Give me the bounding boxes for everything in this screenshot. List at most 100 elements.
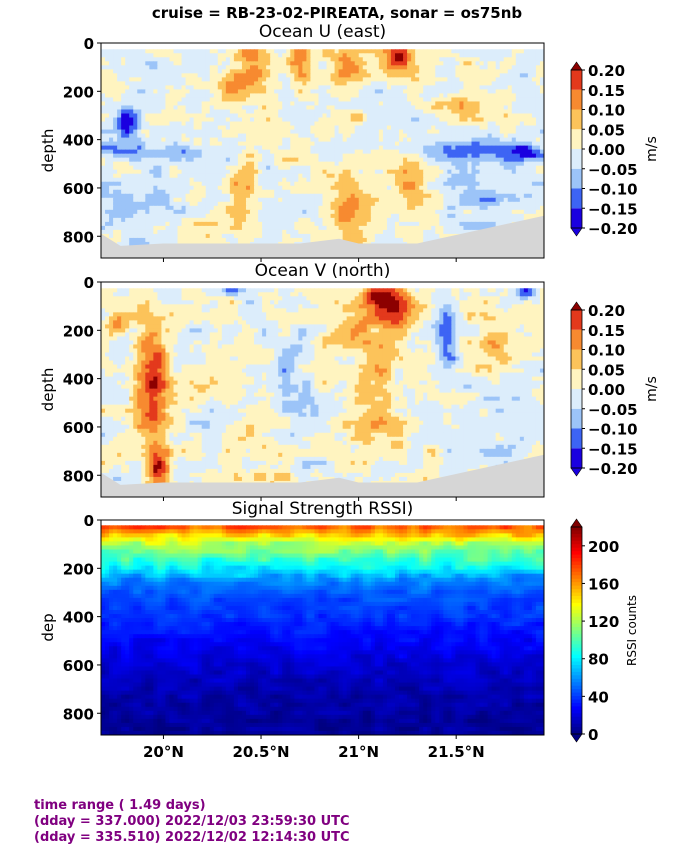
- heatmap-cell: [161, 89, 167, 95]
- heatmap-cell: [419, 81, 424, 86]
- heatmap-cell: [266, 117, 271, 123]
- heatmap-cell: [205, 197, 211, 203]
- heatmap-cell: [201, 117, 207, 123]
- heatmap-cell: [358, 225, 364, 231]
- heatmap-cell: [338, 141, 344, 147]
- heatmap-cell: [245, 193, 251, 199]
- heatmap-cell: [209, 161, 215, 167]
- heatmap-cell: [314, 145, 320, 151]
- heatmap-cell: [258, 201, 263, 207]
- heatmap-cell: [499, 205, 505, 211]
- heatmap-cell: [342, 69, 348, 74]
- heatmap-cell: [225, 165, 231, 171]
- heatmap-cell: [362, 145, 368, 151]
- heatmap-cell: [169, 205, 175, 211]
- heatmap-cell: [109, 181, 114, 187]
- heatmap-cell: [423, 169, 428, 175]
- heatmap-cell: [278, 105, 283, 111]
- heatmap-cell: [209, 101, 215, 107]
- heatmap-cell: [173, 77, 179, 82]
- heatmap-cell: [290, 153, 295, 159]
- heatmap-cell: [121, 109, 126, 115]
- heatmap-cell: [185, 101, 191, 107]
- heatmap-cell: [338, 197, 344, 203]
- heatmap-cell: [407, 197, 412, 203]
- heatmap-cell: [298, 181, 303, 187]
- heatmap-cell: [475, 169, 481, 175]
- heatmap-cell: [346, 105, 352, 111]
- heatmap-cell: [531, 109, 537, 115]
- heatmap-cell: [362, 121, 368, 127]
- heatmap-cell: [491, 117, 497, 123]
- heatmap-cell: [519, 53, 525, 58]
- heatmap-cell: [266, 121, 271, 127]
- heatmap-cell: [531, 101, 537, 107]
- heatmap-cell: [241, 165, 247, 171]
- heatmap-cell: [169, 89, 175, 95]
- heatmap-cell: [109, 205, 114, 211]
- heatmap-cell: [225, 53, 231, 58]
- heatmap-cell: [354, 177, 360, 183]
- heatmap-cell: [314, 85, 320, 91]
- heatmap-cell: [262, 121, 267, 127]
- heatmap-cell: [221, 161, 227, 167]
- heatmap-cell: [499, 101, 505, 107]
- heatmap-cell: [523, 201, 529, 207]
- heatmap-cell: [213, 89, 219, 95]
- heatmap-cell: [193, 141, 199, 147]
- heatmap-cell: [241, 181, 247, 187]
- heatmap-cell: [165, 53, 171, 58]
- heatmap-cell: [431, 113, 436, 119]
- heatmap-cell: [399, 201, 404, 207]
- heatmap-cell: [491, 161, 497, 167]
- heatmap-cell: [411, 69, 416, 74]
- heatmap-cell: [217, 89, 223, 95]
- heatmap-cell: [241, 177, 247, 183]
- heatmap-cell: [487, 165, 493, 171]
- heatmap-cell: [129, 49, 134, 54]
- heatmap-cell: [141, 205, 146, 211]
- heatmap-cell: [298, 197, 303, 203]
- heatmap-cell: [499, 81, 505, 86]
- heatmap-cell: [427, 181, 432, 187]
- heatmap-cell: [258, 197, 263, 203]
- heatmap-cell: [423, 129, 428, 135]
- heatmap-cell: [165, 173, 171, 179]
- heatmap-cell: [342, 97, 348, 103]
- heatmap-cell: [471, 109, 477, 115]
- heatmap-cell: [161, 209, 167, 215]
- heatmap-cell: [338, 217, 344, 223]
- heatmap-cell: [217, 81, 223, 86]
- heatmap-cell: [149, 209, 154, 215]
- heatmap-cell: [181, 181, 187, 187]
- heatmap-cell: [197, 85, 203, 91]
- heatmap-cell: [169, 101, 175, 107]
- heatmap-cell: [455, 165, 461, 171]
- heatmap-cell: [334, 213, 340, 219]
- heatmap-cell: [495, 105, 501, 111]
- heatmap-cell: [439, 153, 444, 159]
- heatmap-cell: [399, 177, 404, 183]
- heatmap-cell: [503, 205, 509, 211]
- heatmap-cell: [258, 153, 263, 159]
- heatmap-cell: [173, 209, 179, 215]
- heatmap-cell: [431, 165, 436, 171]
- heatmap-cell: [233, 177, 239, 183]
- heatmap-cell: [475, 225, 481, 231]
- heatmap-cell: [539, 189, 544, 195]
- heatmap-cell: [443, 141, 448, 147]
- heatmap-cell: [463, 93, 469, 99]
- heatmap-cell: [386, 157, 392, 163]
- heatmap-cell: [217, 165, 223, 171]
- heatmap-cell: [254, 197, 259, 203]
- heatmap-cell: [205, 49, 211, 54]
- heatmap-cell: [229, 117, 235, 123]
- heatmap-cell: [250, 161, 255, 167]
- heatmap-cell: [262, 69, 267, 74]
- heatmap-cell: [177, 57, 183, 62]
- heatmap-cell: [185, 217, 191, 223]
- heatmap-cell: [358, 57, 364, 62]
- heatmap-cell: [394, 65, 400, 70]
- heatmap-cell: [298, 145, 303, 151]
- heatmap-cell: [443, 169, 448, 175]
